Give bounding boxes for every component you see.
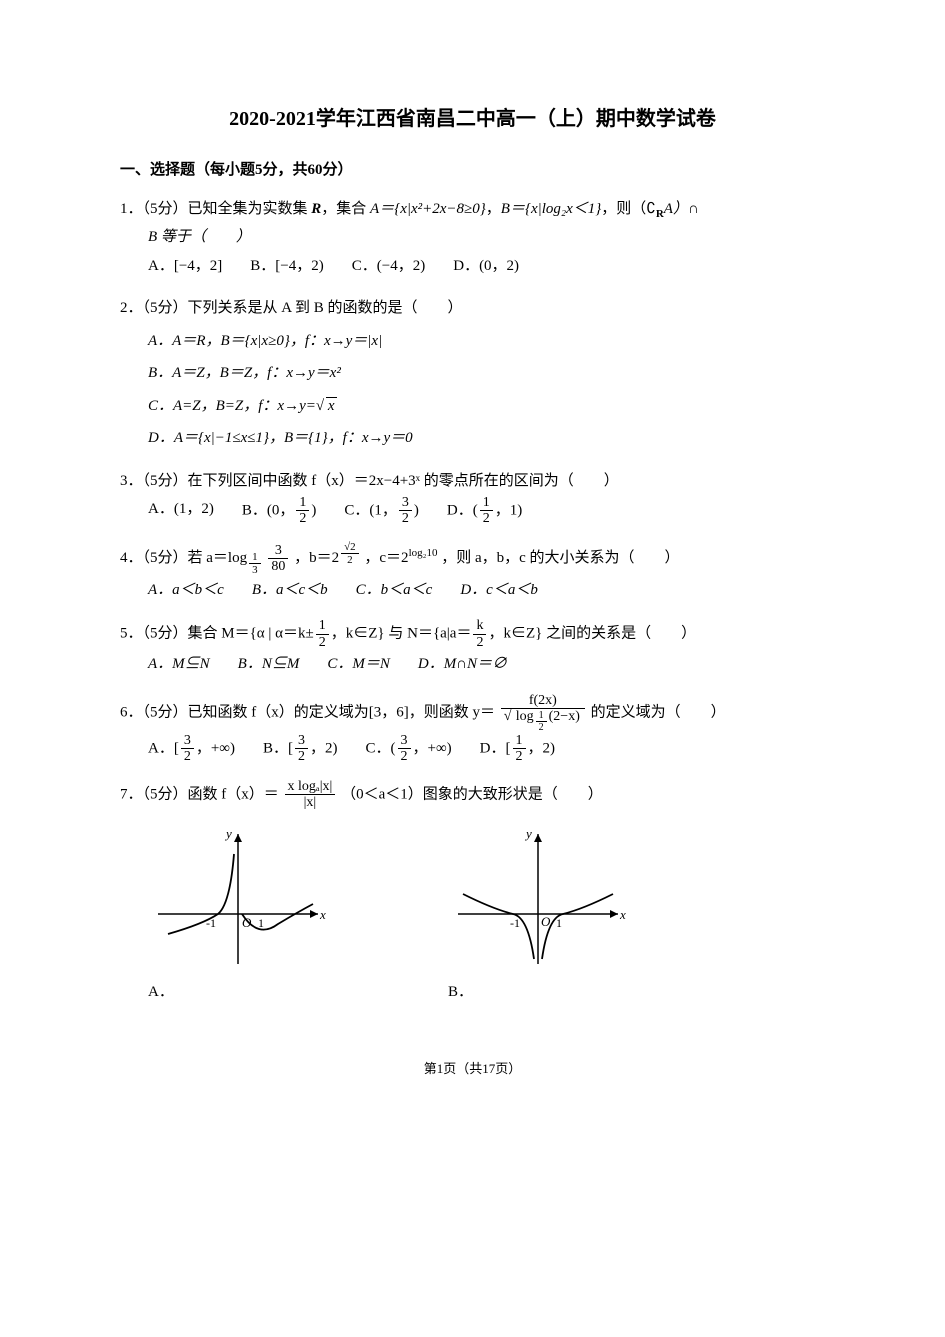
q1-setB: B＝{x|log₂x＜1} xyxy=(501,201,601,217)
q1-line2: B 等于（ ） xyxy=(120,223,825,252)
q4-text: 4．（5分）若 a＝log xyxy=(120,550,247,566)
svg-text:1: 1 xyxy=(258,916,264,930)
q2-optD: D．A＝{x|−1≤x≤1}，B＝{1}，f：x→y＝0 xyxy=(148,424,825,453)
q2-optB: B．A＝Z，B＝Z，f：x→y＝x² xyxy=(148,359,825,388)
q2-optC: C．A=Z，B=Z，f：x→y=x xyxy=(148,392,825,421)
q4-text: ，则 a，b，c 的大小关系为（ ） xyxy=(441,550,679,566)
q4-optA: A．a＜b＜c xyxy=(148,576,224,605)
svg-text:y: y xyxy=(524,826,532,841)
q3-optC: C．(1，32) xyxy=(344,495,419,527)
q7-text: 7．（5分）函数 f（x）＝ xyxy=(120,786,279,802)
q6-text: 6．（5分）已知函数 f（x）的定义域为[3，6]，则函数 y＝ xyxy=(120,704,495,720)
q1-text: ，则（∁ xyxy=(601,201,656,217)
question-4: 4．（5分）若 a＝log13 380 ，b＝2√22 ，c＝2log₂10 ，… xyxy=(120,541,825,605)
q1-optA: A．[−4，2] xyxy=(148,252,222,281)
svg-text:y: y xyxy=(224,826,232,841)
q3-optA: A．(1，2) xyxy=(148,495,214,527)
q5-text: ，k∈Z} 之间的关系是（ ） xyxy=(488,626,696,642)
q7-graph-B: x y O -1 1 B． xyxy=(448,824,628,1007)
q7-text: （0＜a＜1）图象的大致形状是（ ） xyxy=(341,786,603,802)
q4-optB: B．a＜c＜b xyxy=(252,576,328,605)
q1-text: 1．（5分）已知全集为实数集 xyxy=(120,201,311,217)
q5-text: ，k∈Z} 与 N＝{a|a＝ xyxy=(331,626,472,642)
q1-optC: C．(−4，2) xyxy=(352,252,425,281)
q1-text: ，集合 xyxy=(321,201,370,217)
page-footer: 第1页（共17页） xyxy=(120,1057,825,1082)
q5-optC: C．M＝N xyxy=(327,650,390,679)
q3-stem: 3．（5分）在下列区间中函数 f（x）＝2x−4+3ˣ 的零点所在的区间为（ ） xyxy=(120,467,825,496)
q3-optB: B．(0，12) xyxy=(242,495,317,527)
q5-optB: B．N⊆M xyxy=(238,650,300,679)
q3-optD: D．(12，1) xyxy=(447,495,522,527)
svg-text:-1: -1 xyxy=(510,916,520,930)
svg-text:x: x xyxy=(619,907,626,922)
q6-optA: A．[32，+∞) xyxy=(148,733,235,765)
q2-stem: 2．（5分）下列关系是从 A 到 B 的函数的是（ ） xyxy=(120,294,825,323)
q7-label-A: A． xyxy=(148,978,328,1007)
question-5: 5．（5分）集合 M＝{α | α＝k±12，k∈Z} 与 N＝{a|a＝k2，… xyxy=(120,618,825,678)
svg-text:x: x xyxy=(319,907,326,922)
q2-optA: A．A＝R，B＝{x|x≥0}，f：x→y＝|x| xyxy=(148,327,825,356)
section-heading: 一、选择题（每小题5分，共60分） xyxy=(120,156,825,185)
q6-optD: D．[12，2) xyxy=(480,733,555,765)
q5-optA: A．M⊆N xyxy=(148,650,210,679)
q4-exp2: log₂10 xyxy=(409,547,438,559)
q7-graph-A: x y O -1 1 A． xyxy=(148,824,328,1007)
q1-optD: D．(0，2) xyxy=(453,252,519,281)
q1-text: ， xyxy=(486,201,501,217)
question-1: 1．（5分）已知全集为实数集 R，集合 A＝{x|x²+2x−8≥0}，B＝{x… xyxy=(120,195,825,281)
q4-text: ，c＝2 xyxy=(364,550,408,566)
q6-optB: B．[32，2) xyxy=(263,733,338,765)
q5-optD: D．M∩N＝∅ xyxy=(418,650,507,679)
q7-label-B: B． xyxy=(448,978,628,1007)
q6-optC: C．(32，+∞) xyxy=(366,733,452,765)
q4-text: ，b＝2 xyxy=(294,550,339,566)
q6-text: 的定义域为（ ） xyxy=(591,704,726,720)
question-3: 3．（5分）在下列区间中函数 f（x）＝2x−4+3ˣ 的零点所在的区间为（ ）… xyxy=(120,467,825,527)
q4-optC: C．b＜a＜c xyxy=(356,576,433,605)
question-2: 2．（5分）下列关系是从 A 到 B 的函数的是（ ） A．A＝R，B＝{x|x… xyxy=(120,294,825,453)
q1-optB: B．[−4，2) xyxy=(250,252,323,281)
q5-text: 5．（5分）集合 M＝{α | α＝k± xyxy=(120,626,314,642)
question-7: 7．（5分）函数 f（x）＝ x logₐ|x||x| （0＜a＜1）图象的大致… xyxy=(120,779,825,1007)
q4-optD: D．c＜a＜b xyxy=(460,576,538,605)
page-title: 2020-2021学年江西省南昌二中高一（上）期中数学试卷 xyxy=(120,100,825,138)
question-6: 6．（5分）已知函数 f（x）的定义域为[3，6]，则函数 y＝ f(2x) l… xyxy=(120,693,825,765)
q1-setA: A＝{x|x²+2x−8≥0} xyxy=(370,201,486,217)
q1-text: A）∩ xyxy=(664,201,699,217)
